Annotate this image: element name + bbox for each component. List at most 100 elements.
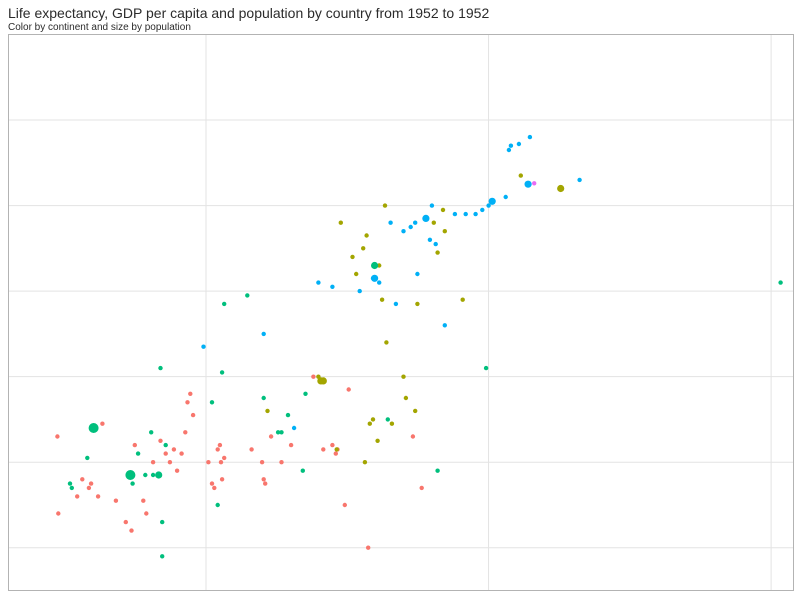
- data-point: [442, 323, 447, 328]
- plot-panel-border: [8, 34, 794, 591]
- data-point: [524, 180, 532, 188]
- data-point: [486, 203, 491, 208]
- data-point: [503, 194, 508, 200]
- data-point: [174, 468, 180, 473]
- data-point: [303, 391, 308, 396]
- data-point: [357, 288, 362, 294]
- data-point: [291, 425, 297, 431]
- data-point: [408, 224, 413, 230]
- data-point: [143, 472, 148, 478]
- data-point: [55, 434, 60, 439]
- data-point: [334, 447, 339, 452]
- data-point: [85, 455, 90, 461]
- data-point: [389, 421, 395, 426]
- point-series: [55, 374, 424, 550]
- data-point: [440, 207, 446, 213]
- point-series: [532, 181, 537, 186]
- data-point: [364, 233, 369, 238]
- data-point: [403, 395, 409, 401]
- data-point: [67, 481, 73, 486]
- data-point: [415, 271, 420, 277]
- data-point: [150, 472, 156, 478]
- data-point: [265, 408, 270, 414]
- data-point: [158, 365, 163, 371]
- data-point: [88, 423, 99, 433]
- data-point: [268, 434, 274, 439]
- data-point: [219, 370, 225, 375]
- data-point: [778, 280, 783, 285]
- data-point: [149, 430, 154, 435]
- data-point: [377, 263, 382, 268]
- data-point: [163, 442, 168, 448]
- data-point: [185, 400, 190, 405]
- data-point: [577, 177, 582, 183]
- data-point: [316, 280, 321, 285]
- data-point: [217, 442, 223, 448]
- data-point: [435, 468, 440, 473]
- data-point: [100, 421, 105, 426]
- data-point: [80, 477, 85, 482]
- data-point: [130, 481, 135, 486]
- data-point: [88, 481, 94, 486]
- data-point: [141, 498, 146, 503]
- data-point: [300, 468, 305, 473]
- data-point: [285, 412, 291, 418]
- data-point: [413, 408, 418, 414]
- data-point: [319, 377, 327, 385]
- data-point: [401, 229, 406, 234]
- data-point: [215, 447, 220, 452]
- data-point: [452, 211, 458, 217]
- data-point: [346, 387, 351, 392]
- data-point: [275, 430, 281, 435]
- data-point: [259, 460, 265, 465]
- data-point: [263, 481, 268, 486]
- point-series: [201, 134, 582, 431]
- data-point: [179, 451, 184, 456]
- data-point: [480, 207, 485, 213]
- data-point: [375, 438, 380, 443]
- data-point: [433, 241, 438, 247]
- data-point: [125, 470, 136, 480]
- data-point: [532, 181, 537, 186]
- data-point: [69, 485, 75, 491]
- data-point: [132, 442, 137, 448]
- point-series: [67, 261, 783, 559]
- data-point: [370, 417, 376, 422]
- data-point: [222, 301, 227, 307]
- data-point: [129, 528, 134, 533]
- data-point: [463, 211, 468, 217]
- data-point: [488, 197, 496, 205]
- data-point: [442, 229, 447, 234]
- data-point: [415, 301, 420, 307]
- chart-title: Life expectancy, GDP per capita and popu…: [8, 5, 490, 21]
- gridlines: [8, 34, 794, 591]
- data-point: [508, 143, 514, 148]
- data-point: [190, 412, 196, 418]
- data-point: [435, 250, 440, 255]
- data-point: [371, 261, 379, 270]
- data-point: [483, 365, 489, 371]
- data-point: [385, 417, 390, 422]
- data-point: [557, 184, 565, 193]
- data-point: [338, 220, 343, 225]
- data-point: [382, 203, 388, 208]
- data-point: [171, 447, 177, 452]
- data-point: [377, 280, 382, 285]
- data-point: [350, 254, 355, 260]
- data-point: [361, 246, 366, 251]
- data-point: [342, 502, 347, 508]
- data-point: [261, 331, 266, 337]
- data-point: [379, 297, 385, 302]
- data-point: [401, 374, 406, 379]
- data-point: [249, 447, 254, 452]
- data-point: [422, 214, 430, 222]
- chart-subtitle: Color by continent and size by populatio…: [8, 22, 191, 33]
- data-point: [75, 494, 80, 499]
- data-point: [333, 451, 338, 456]
- data-point: [518, 173, 523, 178]
- data-point: [366, 545, 371, 550]
- data-point: [209, 481, 215, 486]
- data-point: [321, 447, 326, 452]
- data-point: [330, 284, 335, 289]
- data-point: [201, 344, 206, 349]
